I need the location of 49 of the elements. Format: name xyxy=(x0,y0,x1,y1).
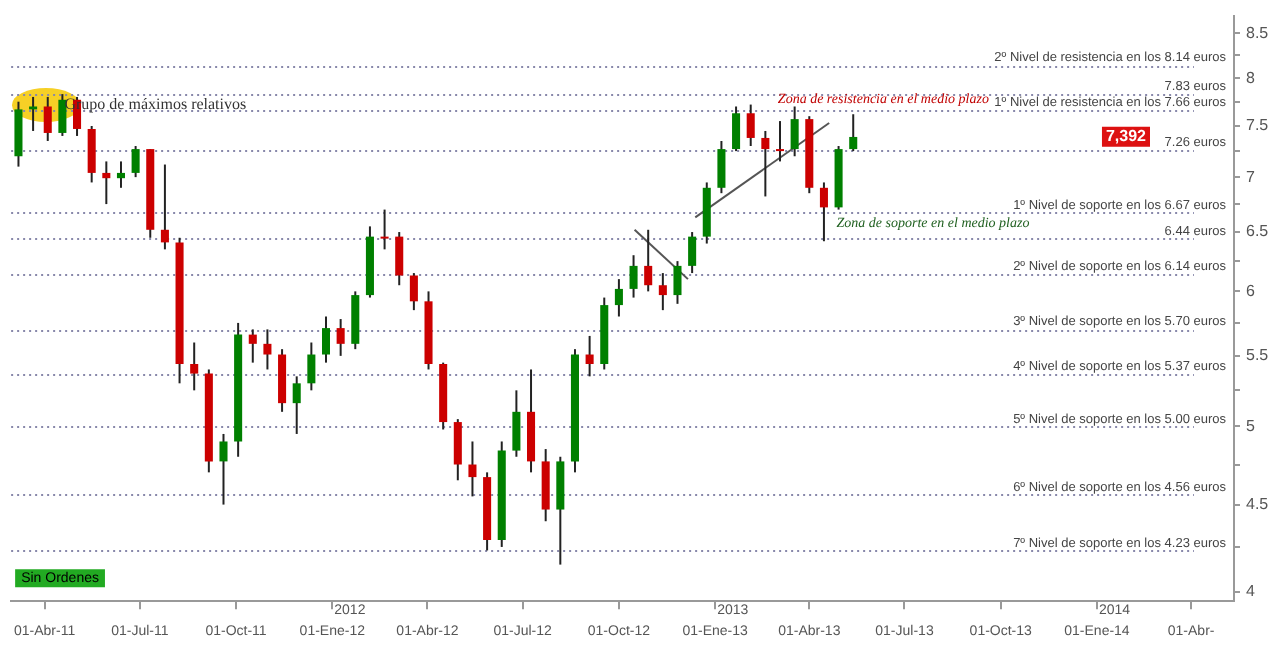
candlestick xyxy=(116,160,125,189)
candlestick xyxy=(409,272,418,312)
candlestick xyxy=(307,341,316,392)
candlestick xyxy=(14,100,23,168)
candlestick xyxy=(292,375,301,435)
candlestick xyxy=(468,440,477,498)
candlestick xyxy=(732,105,741,153)
candlestick xyxy=(688,231,697,275)
candlestick xyxy=(219,432,228,506)
candlestick xyxy=(790,105,799,158)
candlestick xyxy=(849,113,858,153)
candlestick xyxy=(629,254,638,299)
candlestick xyxy=(336,318,345,357)
y-tick-label: 6 xyxy=(1246,281,1256,300)
y-tick-label: 7 xyxy=(1246,167,1256,186)
candlestick xyxy=(746,103,755,148)
y-tick-label: 5 xyxy=(1246,416,1256,435)
annotation: 7,392 xyxy=(1105,127,1148,146)
candlestick xyxy=(131,145,140,179)
y-tick-label: 4.5 xyxy=(1246,494,1270,513)
candlestick xyxy=(263,328,272,371)
y-tick-label: 8.5 xyxy=(1246,23,1270,42)
candlestick xyxy=(102,160,111,206)
candlestick xyxy=(29,95,38,132)
y-tick-label: 4 xyxy=(1246,582,1256,601)
candlestick xyxy=(717,139,726,195)
y-tick-label: 5.5 xyxy=(1246,346,1270,365)
y-tick-label: 7.5 xyxy=(1246,116,1270,135)
candlestick xyxy=(248,328,257,364)
candlestick xyxy=(58,93,67,137)
candlestick xyxy=(43,95,52,142)
candlestick xyxy=(673,260,682,305)
candlestick xyxy=(453,418,462,482)
candlestick xyxy=(644,228,653,293)
candlestick xyxy=(87,125,96,184)
candlestick xyxy=(190,341,199,392)
y-tick-label: 8 xyxy=(1246,68,1256,87)
candlestick xyxy=(614,278,623,318)
candlestick xyxy=(512,389,521,458)
candlestick xyxy=(658,272,667,312)
y-tick-label: 6.5 xyxy=(1246,222,1270,241)
candlestick xyxy=(380,208,389,251)
candlestick xyxy=(321,315,331,364)
candlestick xyxy=(395,231,404,287)
candlestick xyxy=(775,120,785,163)
candlestick xyxy=(160,163,169,251)
candlestick xyxy=(819,181,828,243)
candlestick xyxy=(761,129,770,198)
candlestick xyxy=(585,334,594,378)
